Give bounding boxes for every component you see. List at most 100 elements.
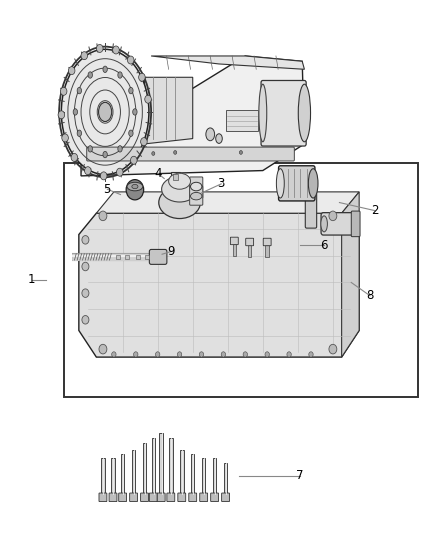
Bar: [145, 255, 149, 259]
Text: 6: 6: [320, 239, 328, 252]
Bar: [101, 458, 105, 494]
FancyBboxPatch shape: [167, 493, 175, 502]
Ellipse shape: [199, 352, 204, 357]
Ellipse shape: [215, 134, 222, 143]
Ellipse shape: [191, 192, 202, 200]
Ellipse shape: [73, 109, 78, 115]
FancyBboxPatch shape: [211, 493, 219, 502]
Text: 7: 7: [296, 470, 304, 482]
Ellipse shape: [118, 146, 122, 152]
Ellipse shape: [206, 128, 215, 141]
Ellipse shape: [62, 134, 68, 142]
Text: 5: 5: [104, 183, 111, 196]
FancyBboxPatch shape: [87, 147, 294, 161]
Bar: [136, 255, 140, 259]
Bar: [213, 458, 216, 494]
Ellipse shape: [82, 262, 89, 271]
Ellipse shape: [58, 111, 65, 119]
Ellipse shape: [169, 173, 191, 189]
Polygon shape: [81, 56, 304, 176]
FancyBboxPatch shape: [157, 493, 165, 502]
FancyBboxPatch shape: [109, 493, 117, 502]
Ellipse shape: [173, 151, 177, 155]
Polygon shape: [342, 192, 359, 357]
Ellipse shape: [82, 289, 89, 297]
Polygon shape: [145, 77, 193, 144]
Ellipse shape: [152, 152, 155, 156]
Ellipse shape: [155, 352, 160, 357]
Bar: [202, 458, 205, 494]
Text: 9: 9: [167, 245, 175, 258]
Bar: [143, 443, 146, 494]
Ellipse shape: [139, 73, 145, 81]
Ellipse shape: [81, 52, 88, 60]
Ellipse shape: [127, 56, 134, 64]
FancyBboxPatch shape: [190, 186, 203, 205]
FancyBboxPatch shape: [279, 166, 315, 201]
Ellipse shape: [82, 236, 89, 244]
Bar: [191, 454, 194, 494]
Ellipse shape: [88, 72, 92, 78]
Bar: [125, 255, 129, 259]
Ellipse shape: [243, 352, 247, 357]
FancyBboxPatch shape: [200, 493, 208, 502]
FancyBboxPatch shape: [230, 237, 238, 245]
Ellipse shape: [99, 211, 107, 221]
Bar: [265, 245, 269, 257]
Ellipse shape: [129, 130, 133, 136]
Ellipse shape: [112, 352, 116, 357]
Ellipse shape: [88, 146, 92, 152]
FancyBboxPatch shape: [119, 493, 127, 502]
Ellipse shape: [239, 151, 243, 155]
FancyBboxPatch shape: [321, 213, 357, 235]
Ellipse shape: [132, 184, 138, 189]
Ellipse shape: [85, 167, 91, 175]
Bar: [121, 454, 124, 494]
Ellipse shape: [118, 72, 122, 78]
Ellipse shape: [133, 109, 137, 115]
Bar: [111, 458, 115, 494]
FancyBboxPatch shape: [351, 211, 360, 237]
Ellipse shape: [162, 176, 198, 202]
Ellipse shape: [308, 168, 318, 198]
FancyBboxPatch shape: [149, 249, 167, 264]
Bar: [233, 244, 236, 256]
Bar: [173, 174, 178, 180]
Ellipse shape: [145, 95, 152, 103]
FancyBboxPatch shape: [189, 493, 197, 502]
Ellipse shape: [103, 66, 107, 72]
Ellipse shape: [298, 84, 311, 142]
Ellipse shape: [287, 352, 291, 357]
Ellipse shape: [191, 182, 202, 191]
Bar: [248, 245, 251, 257]
Ellipse shape: [159, 187, 200, 219]
Bar: [64, 163, 418, 397]
Ellipse shape: [117, 168, 123, 176]
Ellipse shape: [99, 344, 107, 354]
Bar: [180, 450, 184, 494]
Ellipse shape: [60, 87, 67, 95]
Text: 1: 1: [28, 273, 35, 286]
FancyBboxPatch shape: [190, 177, 203, 198]
Bar: [132, 450, 135, 494]
Ellipse shape: [96, 44, 103, 52]
Ellipse shape: [131, 156, 137, 164]
Bar: [159, 433, 163, 494]
Polygon shape: [79, 213, 359, 357]
FancyBboxPatch shape: [178, 493, 186, 502]
Ellipse shape: [141, 138, 147, 146]
Bar: [226, 110, 258, 131]
Bar: [171, 172, 180, 182]
FancyBboxPatch shape: [149, 493, 157, 502]
Ellipse shape: [276, 168, 284, 198]
Ellipse shape: [82, 316, 89, 324]
FancyBboxPatch shape: [263, 238, 271, 246]
Ellipse shape: [221, 352, 226, 357]
Ellipse shape: [329, 344, 337, 354]
Ellipse shape: [177, 352, 182, 357]
Ellipse shape: [307, 189, 315, 197]
Ellipse shape: [77, 130, 81, 136]
Ellipse shape: [129, 87, 133, 94]
Ellipse shape: [61, 50, 149, 175]
FancyBboxPatch shape: [305, 193, 317, 228]
